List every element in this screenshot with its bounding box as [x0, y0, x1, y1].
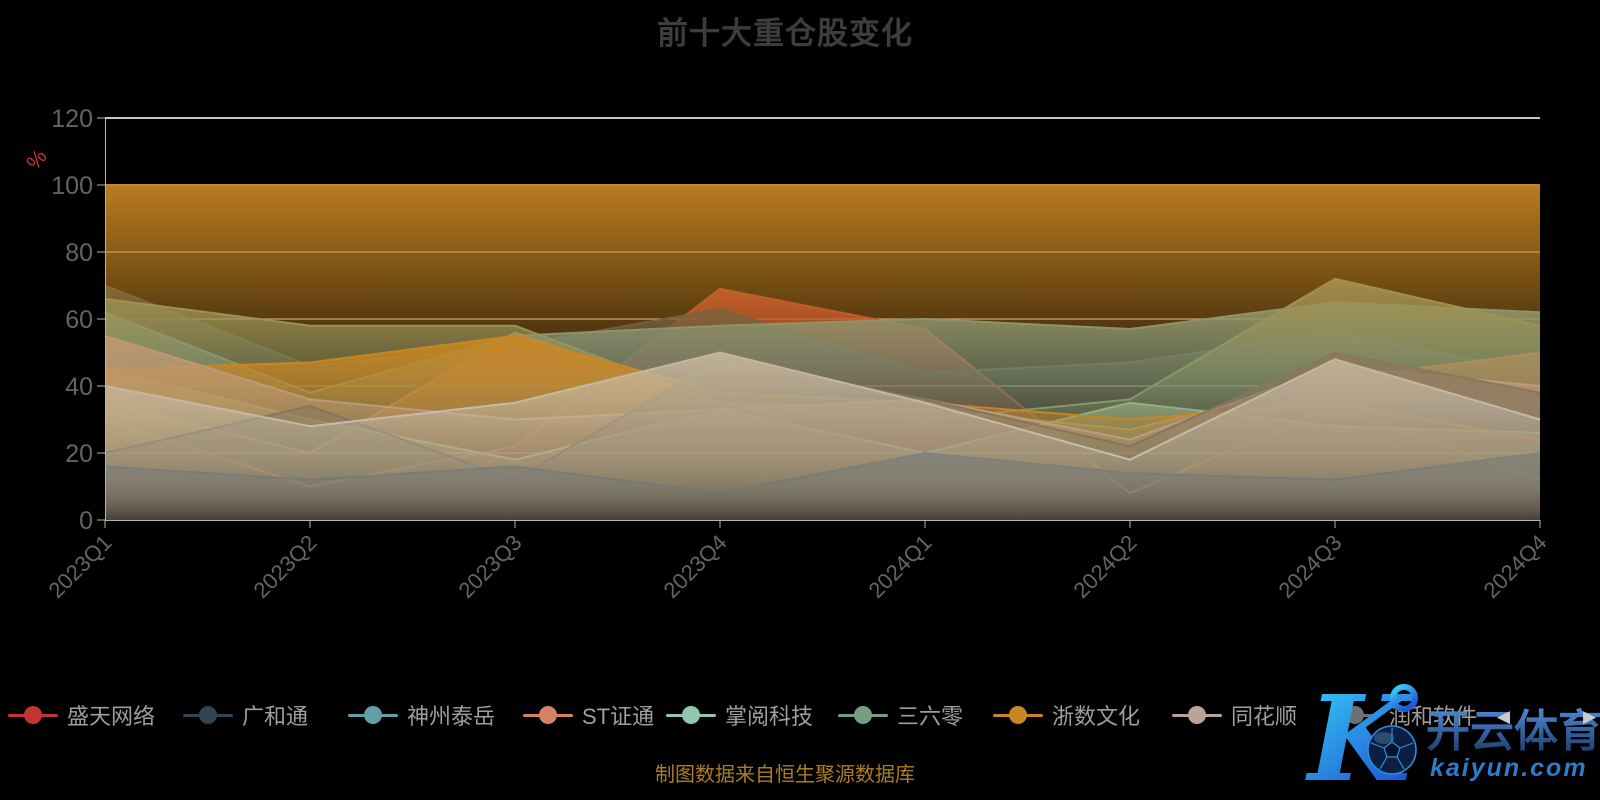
y-axis-label: 20 — [65, 440, 93, 468]
y-axis-name-percent: % — [22, 145, 52, 174]
y-axis-label: 60 — [65, 306, 93, 334]
kaiyun-watermark[interactable]: K 开云体育 kaiyun.com — [1300, 669, 1600, 800]
legend-line-dot-icon — [838, 706, 888, 724]
logo-swirl-icon — [1390, 684, 1418, 712]
y-axis-label: 40 — [65, 373, 93, 401]
legend-prev-icon[interactable]: ◀ — [1497, 707, 1511, 726]
legend-item-label: 神州泰岳 — [407, 704, 496, 729]
watermark-domain-text: kaiyun.com — [1430, 754, 1588, 782]
legend-item-label: 三六零 — [897, 704, 964, 729]
area-chart: 0 20 40 60 80 100 120 2023Q1 2023Q2 2023Q3 2023Q4 2… — [22, 105, 1551, 603]
soccer-ball-icon — [1367, 725, 1417, 775]
legend-item-label: 广和通 — [242, 704, 309, 729]
legend-item-掌阅科技[interactable]: 掌阅科技 — [666, 702, 814, 729]
x-axis-label: 2023Q1 — [43, 530, 116, 603]
legend-item-广和通[interactable]: 广和通 — [183, 702, 309, 729]
legend-item-盛天网络[interactable]: 盛天网络 — [8, 702, 156, 729]
legend-item-ST证通[interactable]: ST证通 — [523, 702, 655, 729]
legend-line-dot-icon — [666, 706, 716, 724]
chart-title: 前十大重仓股变化 — [657, 16, 913, 51]
legend-line-dot-icon — [183, 706, 233, 724]
legend-line-dot-icon — [8, 706, 58, 724]
y-axis-label: 100 — [51, 172, 93, 200]
chart-caption: 制图数据来自恒生聚源数据库 — [655, 764, 915, 786]
legend-item-label: 掌阅科技 — [725, 704, 814, 729]
legend-line-dot-icon — [523, 706, 573, 724]
x-axis-label: 2024Q4 — [1478, 530, 1551, 603]
legend-line-dot-icon — [1330, 706, 1380, 724]
legend-item-三六零[interactable]: 三六零 — [838, 702, 964, 729]
x-axis-label: 2024Q1 — [863, 530, 936, 603]
legend-item-润和软件[interactable]: 润和软件 — [1330, 702, 1477, 729]
y-axis-label: 120 — [51, 105, 93, 133]
legend-item-同花顺[interactable]: 同花顺 — [1172, 702, 1298, 729]
legend-item-label: 盛天网络 — [67, 704, 156, 729]
legend-item-label: 浙数文化 — [1052, 704, 1141, 729]
legend-item-浙数文化[interactable]: 浙数文化 — [993, 702, 1141, 729]
x-axis-label: 2023Q3 — [453, 530, 526, 603]
watermark-brand-text: 开云体育 — [1426, 707, 1600, 756]
legend-line-dot-icon — [993, 706, 1043, 724]
x-axis-label: 2023Q2 — [248, 530, 321, 603]
legend-line-dot-icon — [348, 706, 398, 724]
legend-item-label: 同花顺 — [1231, 704, 1298, 729]
legend-line-dot-icon — [1172, 706, 1222, 724]
legend-item-神州泰岳[interactable]: 神州泰岳 — [348, 702, 496, 729]
kaiyun-watermark-graphic: K 开云体育 kaiyun.com — [1305, 669, 1600, 800]
legend-item-label: ST证通 — [582, 704, 655, 729]
area-series-series-12 — [105, 185, 1540, 520]
x-axis-label: 2023Q4 — [658, 530, 731, 603]
x-axis-label: 2024Q3 — [1273, 530, 1346, 603]
legend-next-icon[interactable]: ▶ — [1583, 707, 1597, 726]
y-axis-label: 0 — [79, 507, 93, 535]
x-axis-label: 2024Q2 — [1068, 530, 1141, 603]
y-axis-label: 80 — [65, 239, 93, 267]
